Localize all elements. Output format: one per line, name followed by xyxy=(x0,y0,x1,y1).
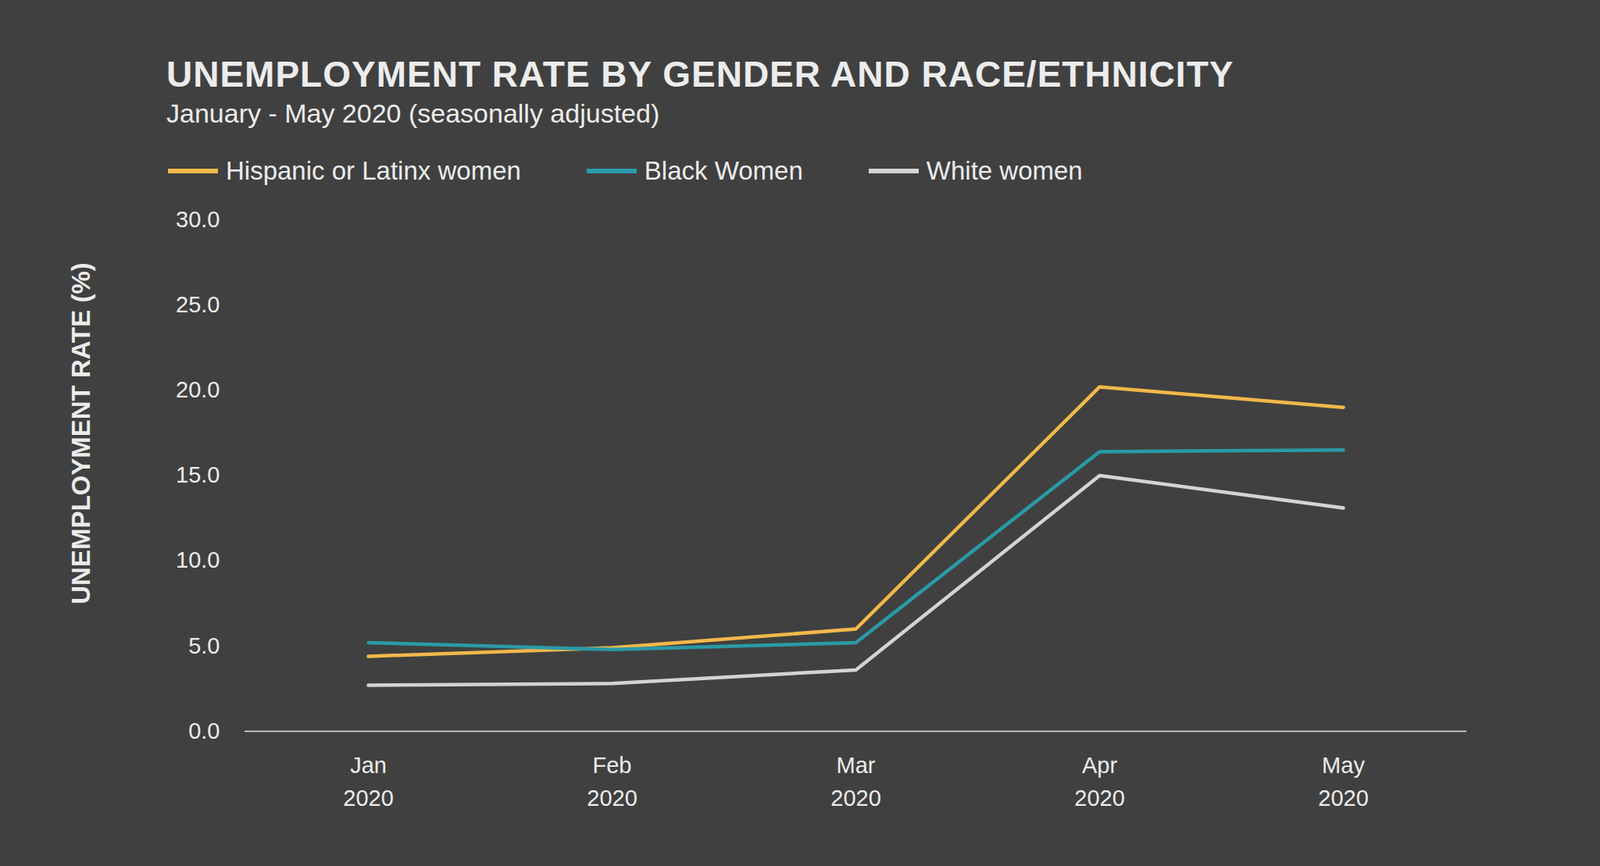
html-text:White women: White women xyxy=(926,156,1083,186)
svg-text:Apr2020: Apr2020 xyxy=(1074,753,1125,811)
svg-text:25.0: 25.0 xyxy=(175,292,220,318)
svg-text:Jan2020: Jan2020 xyxy=(342,753,394,811)
html-text:UNEMPLOYMENT RATE BY GENDER AN: UNEMPLOYMENT RATE BY GENDER AND RACE/ETH… xyxy=(166,53,1234,95)
svg-text:Feb2020: Feb2020 xyxy=(586,753,638,811)
svg-text:15.0: 15.0 xyxy=(175,462,220,488)
html-text:UNEMPLOYMENT RATE (%): UNEMPLOYMENT RATE (%) xyxy=(66,262,96,605)
svg-text:5.0: 5.0 xyxy=(188,633,220,659)
svg-text:Mar2020: Mar2020 xyxy=(830,753,882,811)
svg-text:20.0: 20.0 xyxy=(175,377,220,403)
html-text:January - May 2020 (seasonally: January - May 2020 (seasonally adjusted) xyxy=(166,98,660,129)
svg-text:0.0: 0.0 xyxy=(188,718,220,744)
html-text:Black Women: Black Women xyxy=(644,156,803,186)
html-text:Hispanic or Latinx women: Hispanic or Latinx women xyxy=(225,156,521,186)
svg-text:30.0: 30.0 xyxy=(175,207,220,233)
svg-text:10.0: 10.0 xyxy=(175,547,220,573)
svg-text:May2020: May2020 xyxy=(1317,753,1369,811)
